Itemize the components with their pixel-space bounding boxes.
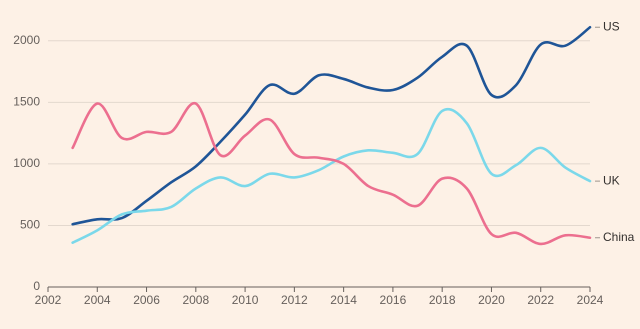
x-tick-label: 2008 xyxy=(182,293,209,307)
y-tick-label: 0 xyxy=(33,279,40,293)
x-tick-label: 2014 xyxy=(330,293,357,307)
line xyxy=(71,107,592,244)
x-tick-label: 2010 xyxy=(232,293,259,307)
line xyxy=(71,102,592,246)
x-tick-label: 2006 xyxy=(133,293,160,307)
line xyxy=(71,25,592,226)
x-tick-label: 2024 xyxy=(577,293,604,307)
x-tick-label: 2018 xyxy=(429,293,456,307)
y-tick-label: 1000 xyxy=(13,156,40,170)
series-label: UK xyxy=(603,173,620,187)
series-label: US xyxy=(603,19,620,33)
x-tick-label: 2022 xyxy=(527,293,554,307)
y-tick-label: 2000 xyxy=(13,33,40,47)
x-tick-label: 2002 xyxy=(35,293,62,307)
series-label: China xyxy=(603,230,635,244)
y-tick-label: 1500 xyxy=(13,95,40,109)
x-tick-label: 2016 xyxy=(380,293,407,307)
x-tick-label: 2012 xyxy=(281,293,308,307)
x-tick-label: 2020 xyxy=(478,293,505,307)
x-tick-label: 2004 xyxy=(84,293,111,307)
y-tick-label: 500 xyxy=(20,218,40,232)
